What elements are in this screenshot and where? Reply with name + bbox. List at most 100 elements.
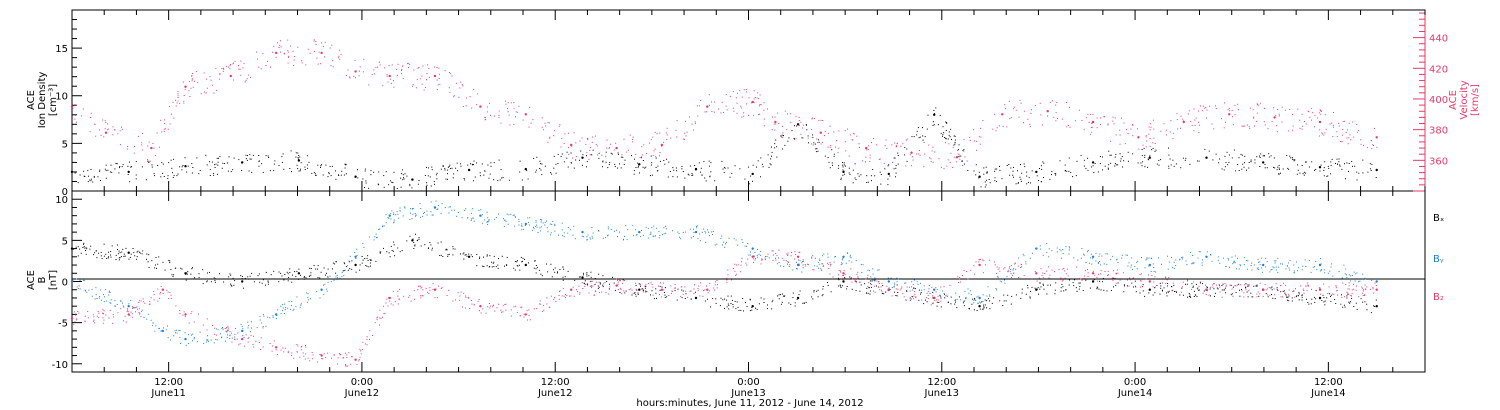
bx-sample <box>141 253 143 255</box>
bz-sample <box>982 259 984 261</box>
by-sample <box>914 279 915 281</box>
bx-sample <box>999 300 1001 302</box>
by-sample <box>1148 265 1150 267</box>
ion-density-sample <box>261 163 263 165</box>
by-sample <box>616 229 617 231</box>
bz-sample <box>1348 293 1349 295</box>
velocity-sample <box>740 105 742 107</box>
bz-sample <box>167 291 169 293</box>
velocity-sample <box>1278 113 1280 115</box>
bz-sample <box>516 311 518 313</box>
ion-density-sample <box>227 162 229 164</box>
ion-density-sample <box>906 148 908 150</box>
ion-density-sample <box>944 137 946 138</box>
x-tick-time: 0:00 <box>737 377 759 388</box>
bz-sample <box>75 319 77 321</box>
by-sample <box>965 297 966 299</box>
by-sample <box>756 254 758 256</box>
bz-sample <box>737 264 739 266</box>
by-sample <box>817 261 819 263</box>
bx-sample <box>1114 278 1116 280</box>
ion-density-sample <box>364 187 365 189</box>
ion-density-sample <box>937 124 939 126</box>
bz-sample <box>358 359 360 361</box>
bx-sample <box>1323 297 1325 299</box>
by-sample <box>1275 266 1277 268</box>
ion-density-sample <box>994 168 996 170</box>
bx-sample <box>1159 293 1161 295</box>
bx-sample <box>343 262 345 264</box>
ion-density-sample <box>460 163 462 165</box>
ion-density-sample <box>222 162 224 164</box>
by-sample <box>123 306 125 308</box>
bz-sample <box>874 285 876 287</box>
bz-sample <box>609 286 611 288</box>
bz-sample <box>1323 283 1325 285</box>
bz-sample <box>783 259 785 261</box>
ion-density-sample <box>842 169 844 171</box>
velocity-sample <box>549 137 550 139</box>
velocity-sample <box>1281 121 1283 123</box>
velocity-sample <box>1031 109 1032 111</box>
ion-density-sample <box>631 155 632 157</box>
by-sample <box>1051 250 1053 252</box>
velocity-sample <box>676 120 678 122</box>
velocity-sample <box>339 49 341 51</box>
ion-density-sample <box>770 164 772 166</box>
ion-density-sample <box>519 171 521 173</box>
bz-sample <box>913 295 915 297</box>
bz-sample <box>546 303 548 305</box>
bx-sample <box>1085 279 1087 281</box>
ion-density-sample <box>424 175 426 176</box>
ion-density-sample <box>340 174 342 176</box>
by-sample <box>234 336 236 338</box>
velocity-sample <box>1091 131 1093 133</box>
by-sample <box>307 301 308 303</box>
bx-sample <box>989 308 991 310</box>
bx-sample <box>1163 287 1165 289</box>
bz-sample <box>1067 268 1069 270</box>
ion-density-sample <box>771 151 773 153</box>
velocity-sample <box>1323 134 1325 136</box>
bx-sample <box>909 297 911 299</box>
bx-sample <box>1213 283 1215 285</box>
by-sample <box>733 238 735 240</box>
by-sample <box>393 219 395 221</box>
bz-sample <box>206 329 208 331</box>
velocity-sample <box>684 138 685 140</box>
by-sample <box>742 241 744 243</box>
bx-sample <box>361 256 363 257</box>
velocity-point <box>706 105 709 108</box>
by-sample <box>1158 257 1159 259</box>
bx-sample <box>963 305 965 307</box>
bx-sample <box>524 258 525 260</box>
bx-sample <box>1222 283 1224 285</box>
velocity-sample <box>134 146 135 148</box>
bz-sample <box>103 319 105 321</box>
velocity-sample <box>94 123 96 125</box>
velocity-sample <box>929 157 931 159</box>
by-sample <box>514 216 516 218</box>
bx-sample <box>187 271 189 273</box>
by-sample <box>802 264 804 266</box>
ion-density-sample <box>1212 159 1214 161</box>
velocity-sample <box>1317 117 1319 119</box>
bx-sample <box>1168 290 1170 292</box>
by-sample <box>1107 253 1109 255</box>
by-sample <box>335 276 337 278</box>
by-sample <box>712 234 713 235</box>
by-sample <box>935 291 937 293</box>
by-point <box>354 255 357 258</box>
velocity-sample <box>1350 139 1352 141</box>
bx-sample <box>1176 291 1177 293</box>
bz-sample <box>291 354 292 356</box>
ion-density-sample <box>97 176 99 178</box>
velocity-sample <box>824 130 826 132</box>
ion-density-sample <box>157 165 159 166</box>
by-sample <box>582 236 584 238</box>
by-sample <box>867 274 869 276</box>
by-sample <box>1046 243 1048 245</box>
ion-density-sample <box>960 155 962 157</box>
bz-sample <box>361 349 363 351</box>
bx-sample <box>958 296 960 298</box>
